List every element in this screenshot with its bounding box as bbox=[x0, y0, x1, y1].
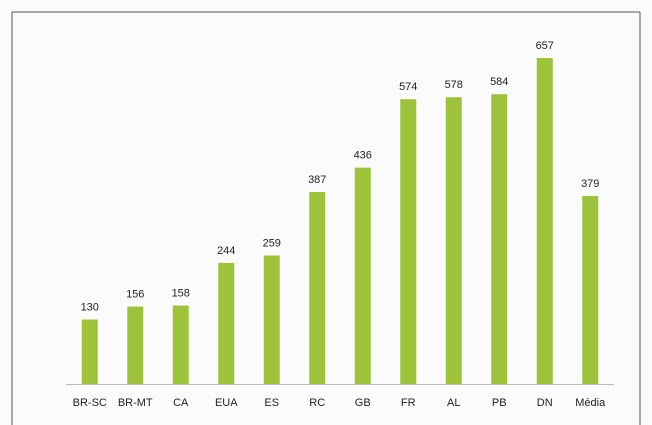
x-tick-label: FR bbox=[401, 397, 416, 409]
value-label: 156 bbox=[126, 288, 144, 300]
bar bbox=[354, 167, 371, 384]
bar bbox=[309, 191, 326, 384]
bar bbox=[81, 319, 98, 384]
value-label: 584 bbox=[490, 76, 508, 88]
value-label: 259 bbox=[263, 237, 281, 249]
x-tick-label: CA bbox=[173, 397, 189, 409]
value-label: 387 bbox=[308, 174, 326, 186]
x-tick-label: BR-MT bbox=[118, 397, 153, 409]
bar bbox=[445, 97, 462, 384]
bar bbox=[491, 94, 508, 384]
value-label: 657 bbox=[536, 40, 554, 52]
value-label: 379 bbox=[581, 178, 599, 190]
bar bbox=[218, 262, 235, 384]
x-tick-label: Média bbox=[575, 397, 606, 409]
x-tick-label: RC bbox=[309, 397, 325, 409]
value-label: 436 bbox=[354, 150, 372, 162]
bar bbox=[263, 255, 280, 384]
bar bbox=[127, 306, 144, 384]
bar bbox=[582, 195, 599, 384]
x-tick-label: ES bbox=[264, 397, 279, 409]
value-label: 244 bbox=[217, 245, 235, 257]
bar bbox=[536, 58, 553, 384]
x-tick-label: GB bbox=[355, 397, 371, 409]
value-label: 574 bbox=[399, 81, 417, 93]
bar bbox=[172, 305, 189, 384]
value-label: 578 bbox=[445, 79, 463, 91]
bar bbox=[400, 99, 417, 384]
value-label: 158 bbox=[172, 288, 190, 300]
x-tick-label: PB bbox=[492, 397, 507, 409]
x-tick-label: DN bbox=[537, 397, 553, 409]
value-label: 130 bbox=[81, 301, 99, 313]
x-tick-label: EUA bbox=[215, 397, 238, 409]
x-tick-label: BR-SC bbox=[73, 397, 107, 409]
x-tick-label: AL bbox=[447, 397, 460, 409]
